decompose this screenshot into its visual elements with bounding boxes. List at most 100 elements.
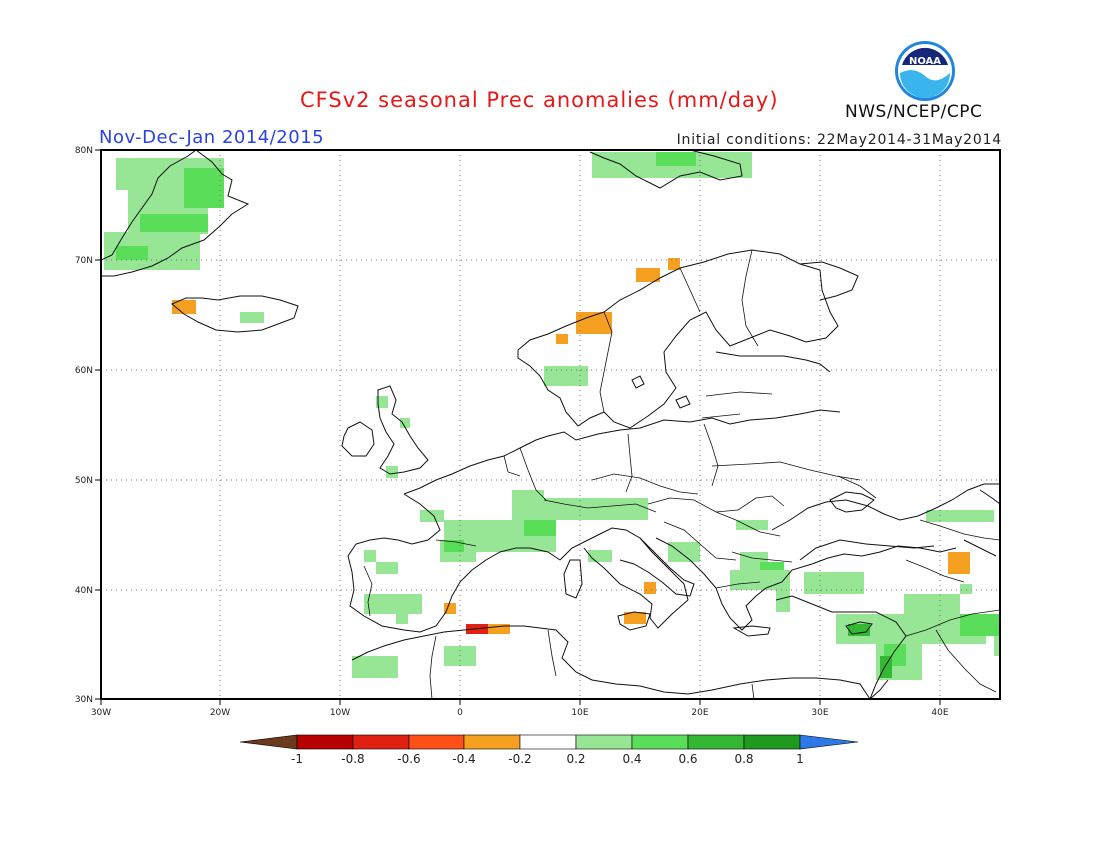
lat-label-60n: 60N (75, 366, 93, 376)
border-hungary (647, 497, 739, 513)
lon-label-40e: 40E (931, 708, 948, 718)
border-caucasus (919, 519, 1000, 541)
border-baltics (701, 391, 773, 419)
border-bulgaria (731, 551, 793, 563)
anomaly-cell-iberia-b (376, 562, 398, 574)
colorbar-label-6: 0.2 (566, 752, 585, 766)
border-sweden-finland (679, 267, 701, 313)
colorbar-below-min (239, 734, 298, 750)
coast-gulf-lion (559, 527, 695, 597)
border-pyrenees (435, 539, 477, 547)
country-borders (363, 249, 1000, 699)
lat-label-70n: 70N (75, 256, 93, 266)
lon-label-30e: 30E (811, 708, 828, 718)
anomaly-cell-greenland-f (116, 246, 148, 260)
colorbar (239, 734, 859, 750)
coast-crete (732, 625, 771, 637)
anomaly-cell-greenland-e (140, 214, 208, 232)
coast-greenland (101, 150, 250, 277)
anomaly-cell-norway-b (668, 258, 680, 270)
coast-sicily (617, 611, 651, 631)
coast-gulf-finland (715, 351, 831, 373)
colorbar-label-7: 0.4 (622, 752, 641, 766)
anomaly-cell-aegean-b (776, 590, 790, 612)
coast-cyprus (845, 621, 873, 635)
colorbar-label-5: -0.2 (508, 752, 531, 766)
anomaly-cell-algeria-orange (488, 624, 510, 634)
map-frame (100, 149, 1001, 700)
anomaly-cell-morocco (352, 656, 398, 678)
anomaly-cell-caucasus (926, 510, 994, 522)
coast-black-sea (771, 483, 1000, 561)
anomaly-cell-syria (904, 594, 960, 616)
anomaly-cell-alps (544, 498, 648, 520)
map-title: CFSv2 seasonal Prec anomalies (mm/day) (300, 88, 779, 112)
anomaly-cell-france-b (512, 490, 544, 520)
coast-balkans (655, 537, 957, 631)
anomaly-cell-norway-d (556, 334, 568, 344)
forecast-period: Nov-Dec-Jan 2014/2015 (99, 127, 325, 148)
anomaly-cell-iceland-wet (240, 312, 264, 323)
anomaly-cell-norway-a (636, 268, 660, 282)
anomaly-cell-armenia (948, 552, 970, 574)
colorbar-label-4: -0.4 (452, 752, 475, 766)
anomaly-cell-iraq (960, 614, 1000, 636)
coastlines (101, 150, 1000, 699)
colorbar-bin-7 (631, 734, 689, 750)
border-syria-iraq (935, 629, 997, 693)
coast-italy (583, 537, 689, 629)
anomaly-cell-murcia (444, 603, 456, 614)
anomaly-cell-iberia-d (396, 612, 408, 624)
colorbar-bin-8 (687, 734, 745, 750)
anomaly-cell-greenland-d (184, 168, 224, 208)
coast-north-africa (351, 625, 871, 699)
lon-label-0: 0 (457, 708, 463, 718)
anomaly-layer (104, 152, 1000, 680)
colorbar-bin-5 (519, 734, 577, 750)
coast-svalbard (589, 150, 743, 189)
anomaly-cell-norway-c (576, 312, 612, 334)
lat-label-30n: 30N (75, 695, 93, 705)
anomaly-cell-iberia-c (364, 594, 422, 614)
coast-ireland (341, 421, 375, 457)
noaa-logo: NOAA (895, 41, 955, 101)
colorbar-bin-2 (352, 734, 410, 750)
border-france-germany (519, 447, 547, 501)
colorbar-labels: -1 -0.8 -0.6 -0.4 -0.2 0.2 0.4 0.6 0.8 1 (291, 752, 804, 766)
anomaly-cell-biscay (420, 510, 444, 522)
colorbar-bin-9 (743, 734, 801, 750)
coast-iceland (171, 295, 299, 333)
colorbar-above-max (799, 734, 859, 750)
anomaly-cell-cyprus (848, 624, 870, 636)
anomaly-cell-anatolia (804, 572, 864, 594)
initial-conditions: Initial conditions: 22May2014-31May2014 (676, 132, 1002, 148)
border-algeria-tunisia (547, 629, 557, 677)
border-czech (591, 473, 699, 495)
coast-gulf-bothnia-islands (631, 375, 691, 409)
anomaly-cell-aegean (730, 570, 790, 590)
coast-britain (377, 385, 429, 475)
border-greece (715, 581, 761, 589)
lat-label-40n: 40N (75, 586, 93, 596)
colorbar-bin-3 (408, 734, 465, 750)
border-romania (715, 495, 785, 537)
colorbar-bin-1 (296, 734, 354, 750)
colorbar-label-9: 0.8 (734, 752, 753, 766)
colorbar-label-1: -1 (291, 752, 303, 766)
anomaly-cell-norway-e (544, 366, 588, 386)
colorbar-bin-4 (463, 734, 521, 750)
border-alps (543, 499, 657, 513)
anomaly-cell-iceland-dry (172, 300, 196, 314)
tick-marks (95, 149, 941, 705)
lon-label-10e: 10E (571, 708, 588, 718)
anomaly-cell-romania (736, 520, 768, 530)
coast-biscay (347, 493, 561, 633)
border-libya-egypt (751, 683, 755, 699)
lon-label-20w: 20W (210, 708, 230, 718)
coast-anatolia (775, 595, 907, 699)
anomaly-cell-israel-c (880, 656, 892, 678)
map-background (101, 150, 1000, 699)
border-morocco-algeria (429, 635, 437, 699)
lat-label-80n: 80N (75, 146, 93, 156)
anomaly-cell-svalbard-b (656, 152, 696, 166)
